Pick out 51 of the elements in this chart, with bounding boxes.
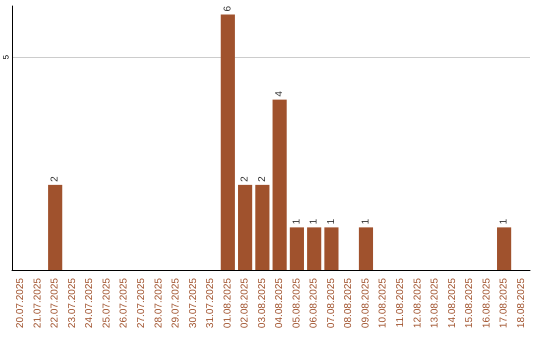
x-tick-label: 04.08.2025 [274, 278, 286, 328]
data-label: 1 [360, 218, 372, 224]
data-label: 6 [222, 6, 234, 12]
x-tick-label: 26.07.2025 [118, 278, 130, 328]
bar [290, 227, 304, 270]
x-tick-label: 31.07.2025 [205, 278, 216, 328]
x-tick-label: 20.07.2025 [15, 278, 26, 328]
x-tick-label: 16.08.2025 [481, 278, 492, 328]
bar [255, 184, 270, 270]
x-tick-label: 30.07.2025 [188, 278, 199, 328]
y-tick-label: 5 [2, 54, 10, 60]
x-tick-label: 18.08.2025 [516, 278, 527, 328]
x-tick-label: 06.08.2025 [308, 278, 320, 328]
data-label: 1 [291, 218, 302, 224]
bar [358, 227, 374, 270]
data-label: 1 [308, 218, 320, 224]
bar [497, 227, 512, 270]
x-tick-label: 17.08.2025 [498, 278, 510, 328]
x-tick-label: 03.08.2025 [256, 278, 268, 328]
x-tick-label: 15.08.2025 [464, 278, 476, 328]
x-tick-label: 01.08.2025 [222, 278, 234, 328]
bar [238, 184, 252, 270]
data-label: 2 [256, 176, 268, 182]
x-tick-label: 12.08.2025 [412, 278, 424, 328]
bar [307, 227, 322, 270]
data-label: 1 [326, 218, 337, 224]
x-tick-label: 09.08.2025 [360, 278, 372, 328]
x-tick-label: 13.08.2025 [430, 278, 441, 328]
x-tick-label: 27.07.2025 [136, 278, 147, 328]
x-tick-label: 21.07.2025 [32, 278, 44, 328]
data-label: 2 [50, 176, 61, 182]
data-label: 1 [498, 218, 510, 224]
x-tick-label: 25.07.2025 [101, 278, 112, 328]
x-tick-label: 08.08.2025 [343, 278, 354, 328]
bar [220, 14, 235, 270]
bar [48, 184, 62, 270]
x-tick-label: 02.08.2025 [240, 278, 251, 328]
x-tick-label: 29.07.2025 [170, 278, 182, 328]
x-tick-label: 07.08.2025 [326, 278, 337, 328]
data-label: 2 [240, 176, 251, 182]
bar [324, 227, 339, 270]
bar [272, 100, 287, 270]
x-tick-label: 22.07.2025 [50, 278, 61, 328]
x-tick-label: 28.07.2025 [153, 278, 164, 328]
x-tick-label: 23.07.2025 [66, 278, 78, 328]
x-tick-label: 05.08.2025 [291, 278, 302, 328]
x-tick-label: 14.08.2025 [446, 278, 458, 328]
x-tick-label: 10.08.2025 [378, 278, 389, 328]
x-tick-label: 11.08.2025 [395, 278, 406, 328]
x-tick-label: 24.07.2025 [84, 278, 96, 328]
data-label: 4 [274, 90, 286, 97]
